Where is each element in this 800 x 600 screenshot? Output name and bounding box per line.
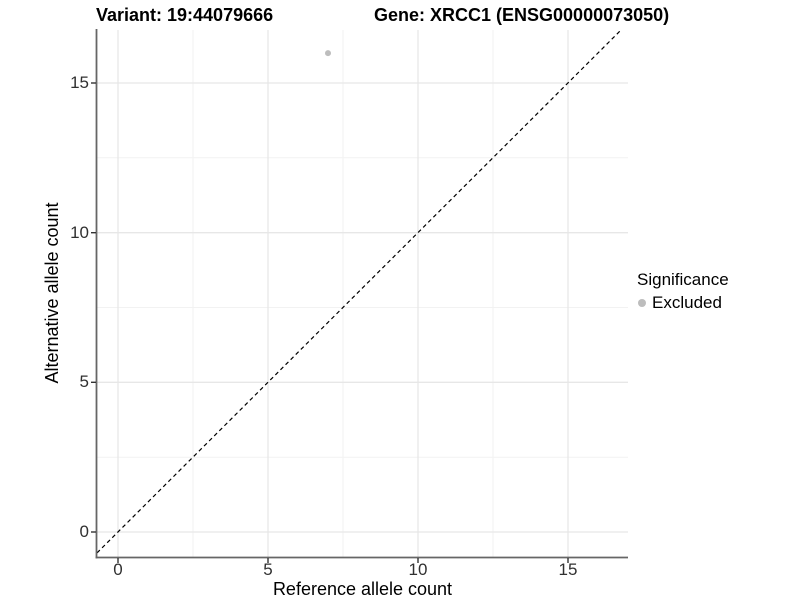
legend-point-swatch-icon: [638, 299, 646, 307]
x-tick-label-15: 15: [558, 560, 578, 579]
x-tick-marks: [117, 558, 569, 563]
legend-title: Significance: [637, 270, 729, 289]
legend: Significance Excluded: [637, 270, 729, 313]
gene-title: Gene: XRCC1 (ENSG00000073050): [374, 5, 670, 25]
identity-reference-line: [96, 29, 622, 554]
legend-item-label: Excluded: [652, 293, 722, 312]
legend-swatch-circle: [638, 299, 646, 307]
x-minor-gridlines: [192, 30, 494, 557]
data-point: [325, 50, 331, 57]
x-major-gridlines: [117, 30, 569, 557]
x-tick-label-5: 5: [263, 560, 273, 579]
y-minor-gridlines: [97, 157, 628, 458]
x-axis-title: Reference allele count: [272, 579, 453, 599]
variant-title: Variant: 19:44079666: [96, 5, 274, 25]
x-tick-label-10: 10: [408, 560, 428, 579]
y-tick-label-5: 5: [79, 372, 89, 391]
x-tick-label-0: 0: [113, 560, 123, 579]
y-tick-marks: [91, 82, 96, 533]
y-tick-label-0: 0: [79, 522, 89, 541]
y-axis-title: Alternative allele count: [42, 202, 62, 384]
y-tick-label-15: 15: [70, 73, 89, 92]
legend-item-excluded: Excluded: [637, 293, 729, 313]
y-major-gridlines: [97, 82, 628, 533]
y-tick-label-10: 10: [70, 223, 89, 242]
